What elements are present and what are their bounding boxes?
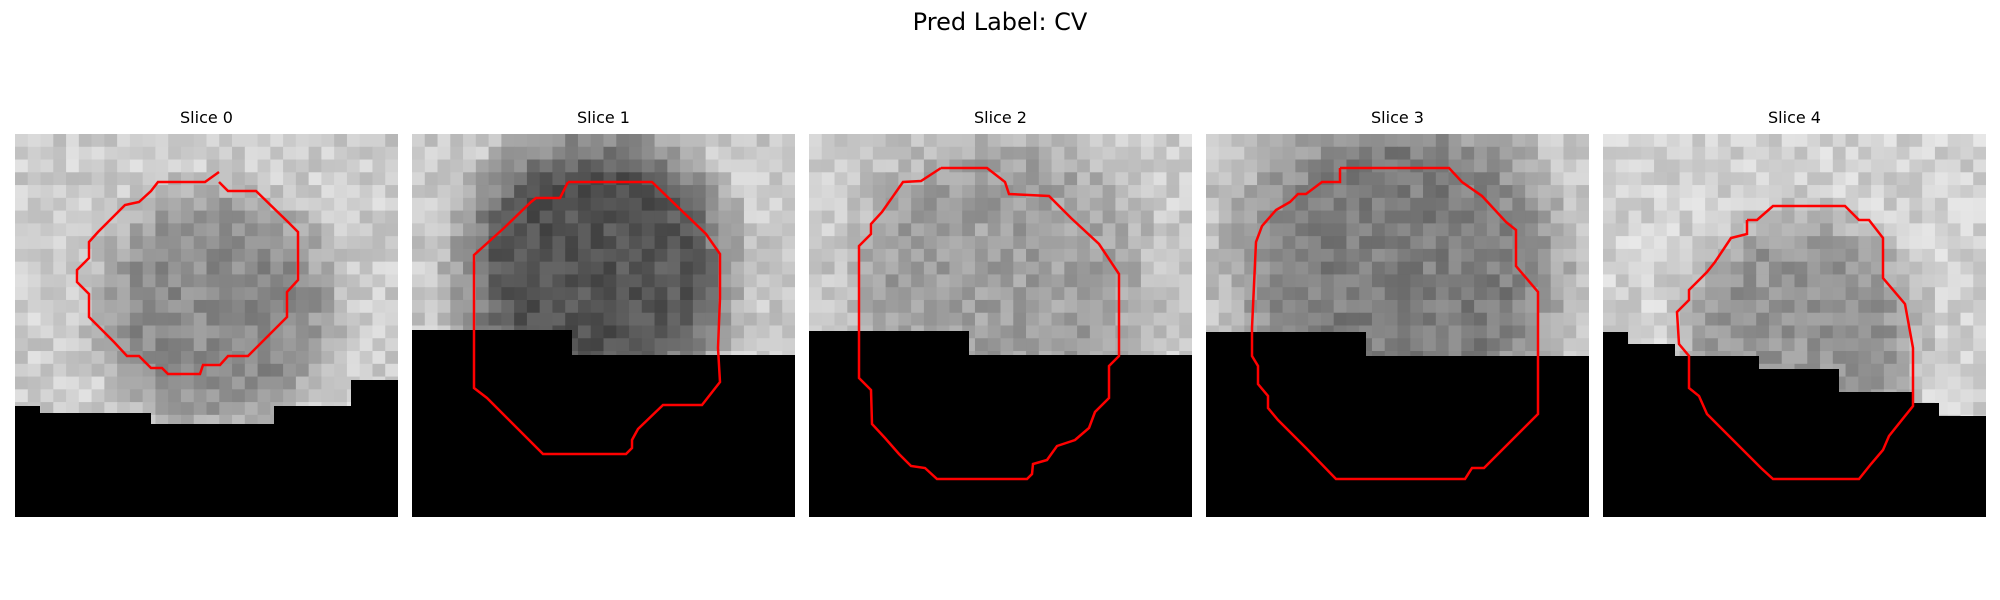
slice-panel-0: Slice 0 bbox=[15, 108, 398, 520]
slice-image-4 bbox=[1603, 134, 1986, 517]
slice-panel-4: Slice 4 bbox=[1603, 108, 1986, 520]
slice-image-1 bbox=[412, 134, 795, 517]
black-mask-1 bbox=[412, 330, 795, 517]
black-mask-0 bbox=[15, 380, 398, 517]
slice-image-0 bbox=[15, 134, 398, 517]
slice-title-4: Slice 4 bbox=[1768, 108, 1821, 127]
slice-panel-1: Slice 1 bbox=[412, 108, 795, 520]
figure-title: Pred Label: CV bbox=[912, 8, 1088, 36]
red-contour-2 bbox=[857, 166, 1121, 481]
slice-image-3 bbox=[1206, 134, 1589, 517]
black-mask-3 bbox=[1206, 332, 1589, 517]
slice-title-1: Slice 1 bbox=[577, 108, 630, 127]
slice-image-2 bbox=[809, 134, 1192, 517]
black-mask-2 bbox=[809, 331, 1192, 517]
slice-title-0: Slice 0 bbox=[180, 108, 233, 127]
slice-title-3: Slice 3 bbox=[1371, 108, 1424, 127]
slice-title-2: Slice 2 bbox=[974, 108, 1027, 127]
slice-panel-2: Slice 2 bbox=[809, 108, 1192, 520]
red-contour-3 bbox=[1250, 166, 1540, 481]
red-contour-0 bbox=[75, 170, 300, 376]
red-contour-1 bbox=[472, 180, 722, 456]
red-contour-4 bbox=[1675, 204, 1915, 481]
slice-panel-3: Slice 3 bbox=[1206, 108, 1589, 520]
black-mask-4 bbox=[1603, 332, 1986, 517]
